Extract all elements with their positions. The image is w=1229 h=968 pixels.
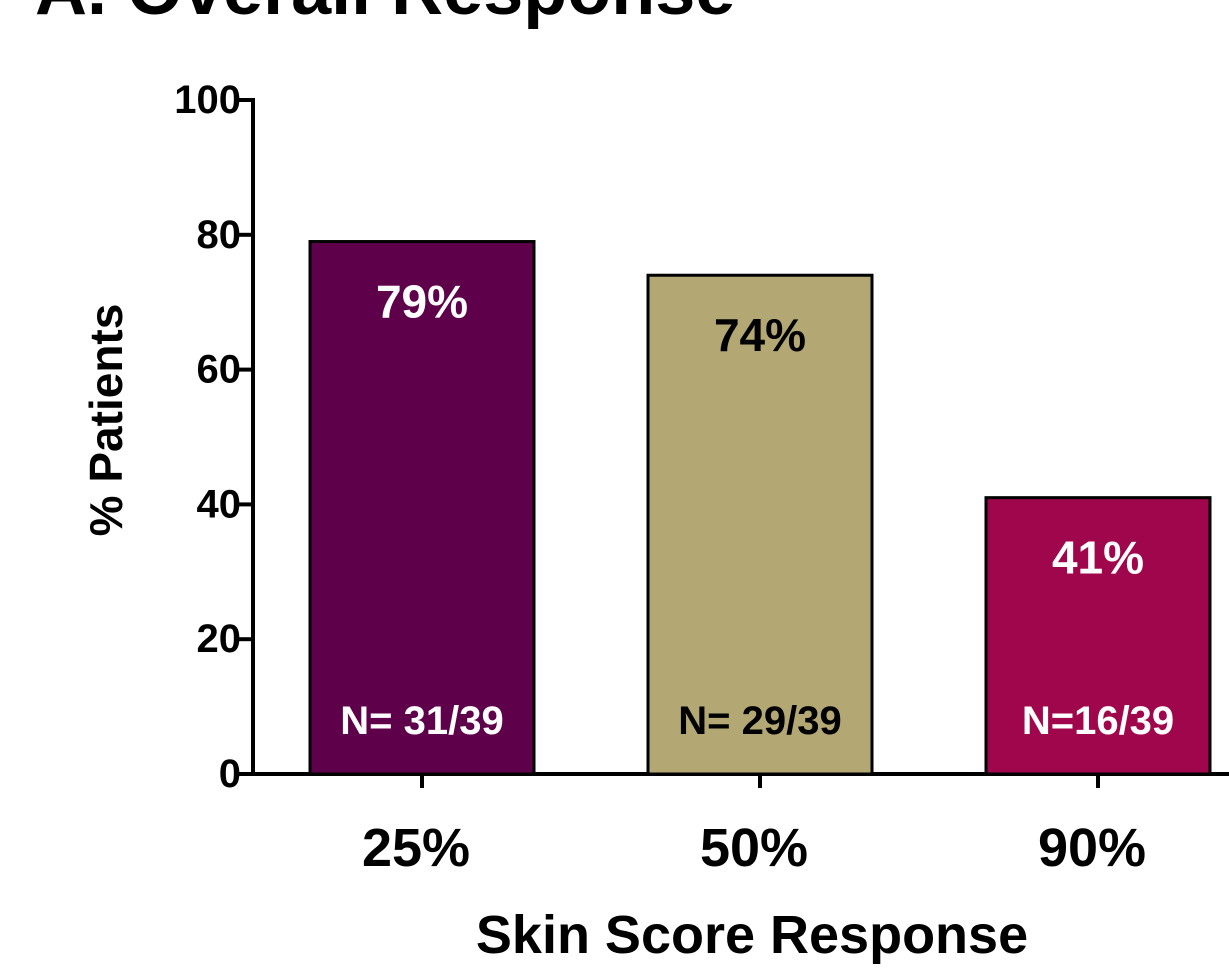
y-tick-label: 20	[197, 617, 242, 661]
x-tick-label: 25%	[362, 818, 470, 878]
bar	[308, 240, 536, 776]
x-tick-label: 90%	[1038, 818, 1146, 878]
chart-title: A. Overall Response	[35, 0, 735, 30]
bar-annotation: N= 31/39	[340, 699, 503, 743]
bar-annotation: N= 29/39	[678, 699, 841, 743]
x-tick-label: 50%	[700, 818, 808, 878]
value-label: 79%	[376, 276, 468, 328]
value-label: 41%	[1052, 532, 1144, 584]
y-tick-label: 100	[174, 78, 241, 122]
y-tick-label: 40	[197, 482, 242, 526]
y-tick-label: 80	[197, 213, 242, 257]
x-axis-label: Skin Score Response	[476, 905, 1028, 965]
y-tick-label: 0	[219, 752, 241, 796]
value-label: 74%	[714, 309, 806, 361]
y-axis-label: % Patients	[80, 304, 132, 537]
y-tick-label: 60	[197, 348, 242, 392]
bar-annotation: N=16/39	[1022, 699, 1174, 743]
